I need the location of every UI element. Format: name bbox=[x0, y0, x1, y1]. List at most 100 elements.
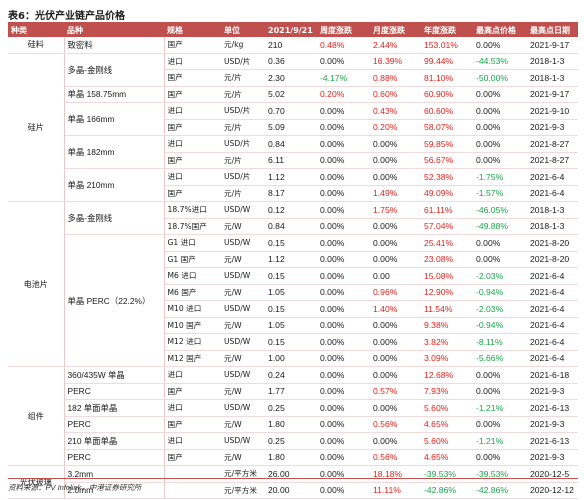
table-row: 国产 元/片 6.11 0.00% 0.00% 56.67% 0.00% 2021-8-27 bbox=[8, 152, 578, 169]
table-body: 硅料 致密料 国产 元/kg 210 0.48% 2.44% 153.01% 0.00% 2021… bbox=[8, 37, 578, 499]
weekly-change-cell: 0.00% bbox=[317, 449, 370, 466]
monthly-change-cell: 2.44% bbox=[370, 37, 421, 54]
weekly-change-cell: 0.00% bbox=[317, 201, 370, 219]
spec-cell: 18.7%进口 bbox=[164, 201, 221, 219]
monthly-change-cell: 1.49% bbox=[370, 185, 421, 202]
unit-cell: USD/片 bbox=[221, 102, 265, 120]
peak-date-cell: 2021-6-4 bbox=[527, 267, 578, 285]
price-cell: 0.84 bbox=[265, 218, 317, 235]
price-cell: 0.24 bbox=[265, 366, 317, 384]
monthly-change-cell: 11.11% bbox=[370, 482, 421, 499]
yearly-change-cell: 5.60% bbox=[421, 432, 473, 450]
yearly-change-cell: 12.90% bbox=[421, 284, 473, 301]
variety-cell: 3.2mm bbox=[64, 465, 165, 483]
spec-cell: M10 国产 bbox=[164, 317, 221, 334]
peak-change-cell: -44.53% bbox=[473, 53, 527, 70]
header-peak-date: 最高点日期 bbox=[527, 23, 578, 37]
peak-date-cell: 2021-9-10 bbox=[527, 102, 578, 120]
monthly-change-cell: 0.00% bbox=[370, 168, 421, 186]
spec-cell: 国产 bbox=[164, 69, 221, 87]
header-weekly-change: 周度涨跌 bbox=[317, 23, 370, 37]
unit-cell: 元/平方米 bbox=[221, 465, 265, 483]
table-row: 18.7%国产 元/W 0.84 0.00% 0.00% 57.04% -49.88% 201… bbox=[8, 218, 578, 235]
table-row: M6 进口 USD/W 0.15 0.00% 0.00 15.08% -2.03% 2021-… bbox=[8, 267, 578, 285]
spec-cell: 国产 bbox=[164, 383, 221, 400]
yearly-change-cell: -39.53% bbox=[421, 465, 473, 483]
weekly-change-cell: 0.00% bbox=[317, 168, 370, 186]
spec-cell: M10 进口 bbox=[164, 300, 221, 318]
peak-date-cell: 2021-8-20 bbox=[527, 251, 578, 268]
peak-change-cell: 0.00% bbox=[473, 135, 527, 153]
price-table: 种类 品种 规格 单位 2021/9/21 周度涨跌 月度涨跌 年度涨跌 最高点… bbox=[8, 23, 578, 499]
peak-change-cell: 0.00% bbox=[473, 234, 527, 252]
variety-cell: 单晶 PERC（22.2%） bbox=[64, 234, 165, 367]
yearly-change-cell: 59.85% bbox=[421, 135, 473, 153]
header-peak-price: 最高点价格 bbox=[473, 23, 527, 37]
peak-date-cell: 2020-12-12 bbox=[527, 482, 578, 499]
monthly-change-cell: 0.20% bbox=[370, 119, 421, 136]
peak-date-cell: 2021-6-4 bbox=[527, 317, 578, 334]
price-cell: 1.12 bbox=[265, 168, 317, 186]
peak-change-cell: -49.88% bbox=[473, 218, 527, 235]
variety-cell: 多晶-金刚线 bbox=[64, 201, 165, 235]
yearly-change-cell: 4.65% bbox=[421, 416, 473, 433]
unit-cell: 元/片 bbox=[221, 69, 265, 87]
header-variety: 品种 bbox=[64, 23, 164, 37]
monthly-change-cell: 0.00% bbox=[370, 317, 421, 334]
yearly-change-cell: 49.09% bbox=[421, 185, 473, 202]
yearly-change-cell: 153.01% bbox=[421, 37, 473, 54]
yearly-change-cell: 23.08% bbox=[421, 251, 473, 268]
weekly-change-cell: 0.00% bbox=[317, 218, 370, 235]
weekly-change-cell: 0.00% bbox=[317, 317, 370, 334]
peak-change-cell: -50.00% bbox=[473, 69, 527, 87]
peak-date-cell: 2021-9-3 bbox=[527, 449, 578, 466]
yearly-change-cell: 12.68% bbox=[421, 366, 473, 384]
peak-date-cell: 2018-1-3 bbox=[527, 69, 578, 87]
unit-cell: USD/W bbox=[221, 201, 265, 219]
peak-change-cell: -2.03% bbox=[473, 267, 527, 285]
unit-cell: USD/片 bbox=[221, 168, 265, 186]
table-row: PERC 国产 元/W 1.77 0.00% 0.57% 7.93% 0.00% 2021-9-… bbox=[8, 383, 578, 400]
yearly-change-cell: 61.11% bbox=[421, 201, 473, 219]
peak-date-cell: 2021-6-4 bbox=[527, 185, 578, 202]
yearly-change-cell: 4.65% bbox=[421, 449, 473, 466]
price-cell: 0.15 bbox=[265, 234, 317, 252]
spec-cell: 国产 bbox=[164, 86, 221, 103]
variety-cell: 单晶 158.75mm bbox=[64, 86, 165, 103]
peak-change-cell: -1.57% bbox=[473, 185, 527, 202]
category-cell: 硅片 bbox=[8, 53, 65, 202]
unit-cell: USD/W bbox=[221, 267, 265, 285]
table-row: 210 单面单晶 进口 USD/W 0.25 0.00% 0.00% 5.60% -1.21%… bbox=[8, 432, 578, 450]
table-title: 表6：光伏产业链产品价格 bbox=[8, 11, 125, 22]
weekly-change-cell: 0.00% bbox=[317, 416, 370, 433]
variety-cell: 360/435W 单晶 bbox=[64, 366, 165, 384]
weekly-change-cell: 0.20% bbox=[317, 86, 370, 103]
header-yearly-change: 年度涨跌 bbox=[421, 23, 473, 37]
weekly-change-cell: 0.48% bbox=[317, 37, 370, 54]
peak-change-cell: 0.00% bbox=[473, 37, 527, 54]
unit-cell: 元/片 bbox=[221, 152, 265, 169]
monthly-change-cell: 1.75% bbox=[370, 201, 421, 219]
table-row: 单晶 158.75mm 国产 元/片 5.02 0.20% 0.60% 60.90% 0.00… bbox=[8, 86, 578, 103]
weekly-change-cell: 0.00% bbox=[317, 333, 370, 351]
weekly-change-cell: 0.00% bbox=[317, 432, 370, 450]
unit-cell: USD/W bbox=[221, 234, 265, 252]
table-row: 硅料 致密料 国产 元/kg 210 0.48% 2.44% 153.01% 0.00% 2021… bbox=[8, 37, 578, 54]
variety-cell: 单晶 166mm bbox=[64, 102, 165, 136]
spec-cell: 国产 bbox=[164, 449, 221, 466]
variety-cell: 182 单面单晶 bbox=[64, 399, 165, 417]
peak-change-cell: 0.00% bbox=[473, 152, 527, 169]
price-cell: 0.25 bbox=[265, 399, 317, 417]
peak-date-cell: 2021-9-3 bbox=[527, 119, 578, 136]
variety-cell: 2.0mm bbox=[64, 482, 165, 499]
source-divider bbox=[8, 478, 578, 479]
price-cell: 1.00 bbox=[265, 350, 317, 367]
spec-cell: 18.7%国产 bbox=[164, 218, 221, 235]
price-cell: 26.00 bbox=[265, 465, 317, 483]
monthly-change-cell: 0.00% bbox=[370, 333, 421, 351]
weekly-change-cell: 0.00% bbox=[317, 465, 370, 483]
monthly-change-cell: 0.43% bbox=[370, 102, 421, 120]
unit-cell: 元/W bbox=[221, 383, 265, 400]
table-row: PERC 国产 元/W 1.80 0.00% 0.56% 4.65% 0.00% 2021-9-… bbox=[8, 449, 578, 466]
peak-change-cell: 0.00% bbox=[473, 119, 527, 136]
